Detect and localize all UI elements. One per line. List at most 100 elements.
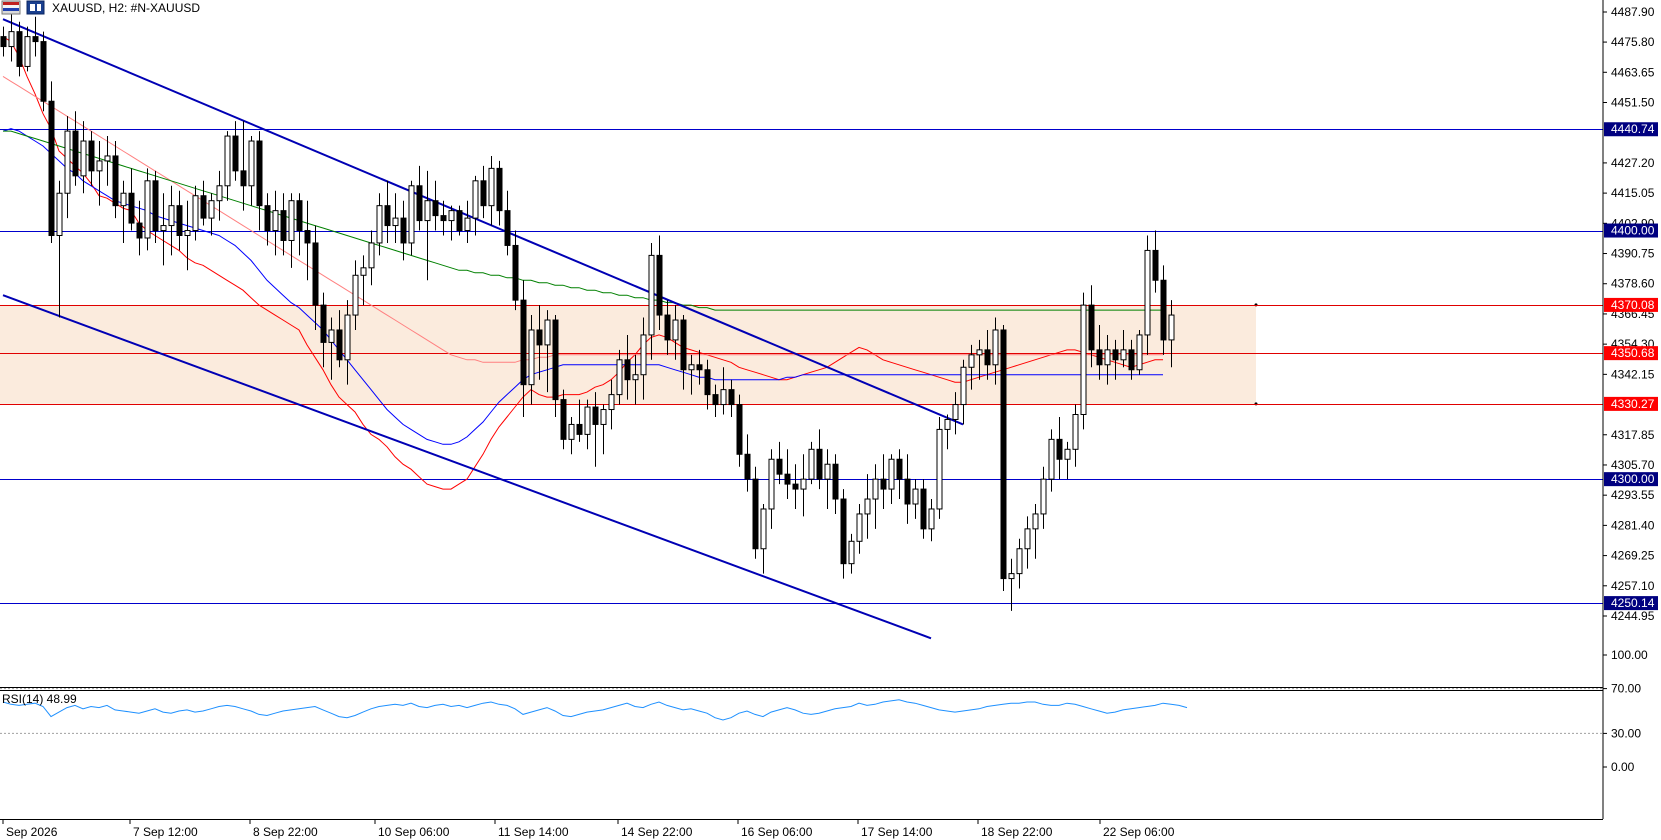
candle-body [696, 364, 703, 371]
symbol-title: XAUUSD, H2: #N-XAUUSD [52, 1, 200, 15]
candle-body [1008, 573, 1015, 580]
candle-body [608, 394, 615, 411]
time-axis[interactable]: Sep 2026 7 Sep 12:00 8 Sep 22:00 10 Sep 06:… [2, 819, 1175, 839]
price-tick-label: 4305.70 [1611, 458, 1655, 472]
candle [432, 180, 439, 231]
trendline-2[interactable] [2, 294, 932, 640]
terminal-icon[interactable] [26, 0, 45, 15]
candle-body [56, 192, 63, 237]
candle [48, 81, 55, 243]
candle [544, 310, 551, 393]
rsi-plot-area[interactable] [0, 689, 1603, 819]
candle [1088, 285, 1095, 368]
candle [776, 441, 783, 485]
candle [56, 180, 63, 318]
level-tag [1604, 122, 1658, 137]
candle [32, 16, 39, 57]
candle-body [1040, 478, 1047, 515]
candle-body [760, 508, 767, 550]
time-tick-label: 10 Sep 06:00 [378, 825, 450, 839]
candle [592, 392, 599, 467]
candle [200, 180, 207, 226]
candle-body [184, 230, 191, 237]
candle [864, 474, 871, 539]
candle-body [976, 349, 983, 356]
time-tick-label: Sep 2026 [6, 825, 58, 839]
candle [96, 141, 103, 206]
candle-body [200, 195, 207, 219]
candle [856, 504, 863, 554]
candle-body [152, 180, 159, 232]
candle-body [1120, 349, 1127, 361]
candle [240, 121, 247, 211]
candle-body [520, 299, 527, 386]
candle [496, 160, 503, 226]
candle [208, 193, 215, 236]
candle-body [640, 334, 647, 376]
price-axis[interactable]: 4487.90 4475.80 4463.65 4451.50 4427.20 4415.… [1603, 5, 1655, 623]
candle-body [1096, 349, 1103, 366]
candle-body [776, 458, 783, 475]
candle-body [272, 210, 279, 232]
ma-line-green [3, 130, 1163, 311]
candle [616, 349, 623, 405]
candle [568, 416, 575, 455]
candle-body [656, 254, 663, 316]
candle [160, 193, 167, 266]
trendline-1[interactable] [2, 18, 964, 426]
candle-body [784, 473, 791, 485]
candle-body [552, 319, 559, 401]
candle [680, 315, 687, 390]
candle-body [72, 130, 79, 177]
candle [632, 354, 639, 405]
candle [1104, 334, 1111, 385]
candle-body [24, 36, 31, 67]
candle-body [528, 329, 535, 386]
candle-body [1152, 249, 1159, 281]
candle-body [864, 498, 871, 515]
candle [800, 454, 807, 517]
candle-body [824, 463, 831, 480]
candle [816, 429, 823, 490]
candle [584, 399, 591, 450]
candle [752, 466, 759, 559]
candle-body [624, 359, 631, 381]
candle [224, 131, 231, 201]
trendlines[interactable] [2, 18, 964, 640]
candle-body [816, 448, 823, 480]
candle-body [176, 205, 183, 237]
candle [528, 315, 535, 405]
candle-body [40, 41, 47, 102]
candle [1120, 329, 1127, 368]
candle [296, 193, 303, 256]
candle [1152, 230, 1159, 293]
candle [896, 449, 903, 500]
candle [144, 168, 151, 251]
candle-body [648, 254, 655, 336]
candle-body [1088, 304, 1095, 351]
candle-body [120, 192, 127, 207]
rsi-line [2, 699, 1188, 721]
candle [944, 414, 951, 450]
candle [768, 449, 775, 529]
candle [120, 180, 127, 243]
candle [1000, 325, 1007, 592]
candle [728, 379, 735, 417]
candle-body [1136, 334, 1143, 371]
candle-body [352, 274, 359, 316]
candle [1112, 339, 1119, 380]
candle [936, 416, 943, 519]
candle-body [632, 374, 639, 381]
candle-body [968, 354, 975, 368]
candle-body [720, 389, 727, 406]
candle-body [1064, 448, 1071, 460]
candle [576, 399, 583, 442]
candle-body [920, 488, 927, 530]
candle [376, 193, 383, 256]
candle [784, 449, 791, 500]
candle-body [368, 242, 375, 269]
candle [640, 317, 647, 400]
candle [40, 31, 47, 112]
candle [608, 379, 615, 430]
